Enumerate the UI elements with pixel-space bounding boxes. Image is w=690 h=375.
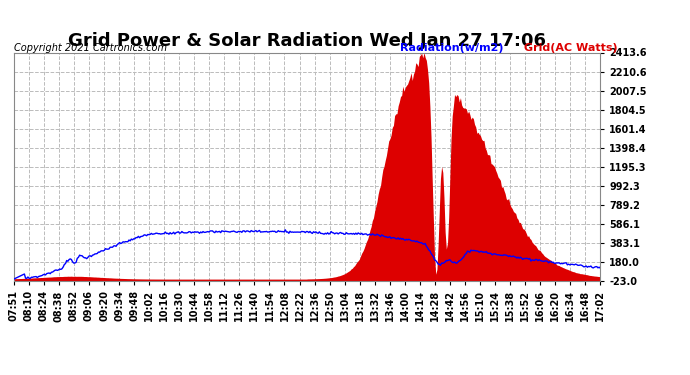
Text: Grid(AC Watts): Grid(AC Watts) — [524, 43, 618, 52]
Title: Grid Power & Solar Radiation Wed Jan 27 17:06: Grid Power & Solar Radiation Wed Jan 27 … — [68, 32, 546, 50]
Text: Radiation(w/m2): Radiation(w/m2) — [400, 43, 504, 52]
Text: Copyright 2021 Cartronics.com: Copyright 2021 Cartronics.com — [14, 43, 167, 52]
